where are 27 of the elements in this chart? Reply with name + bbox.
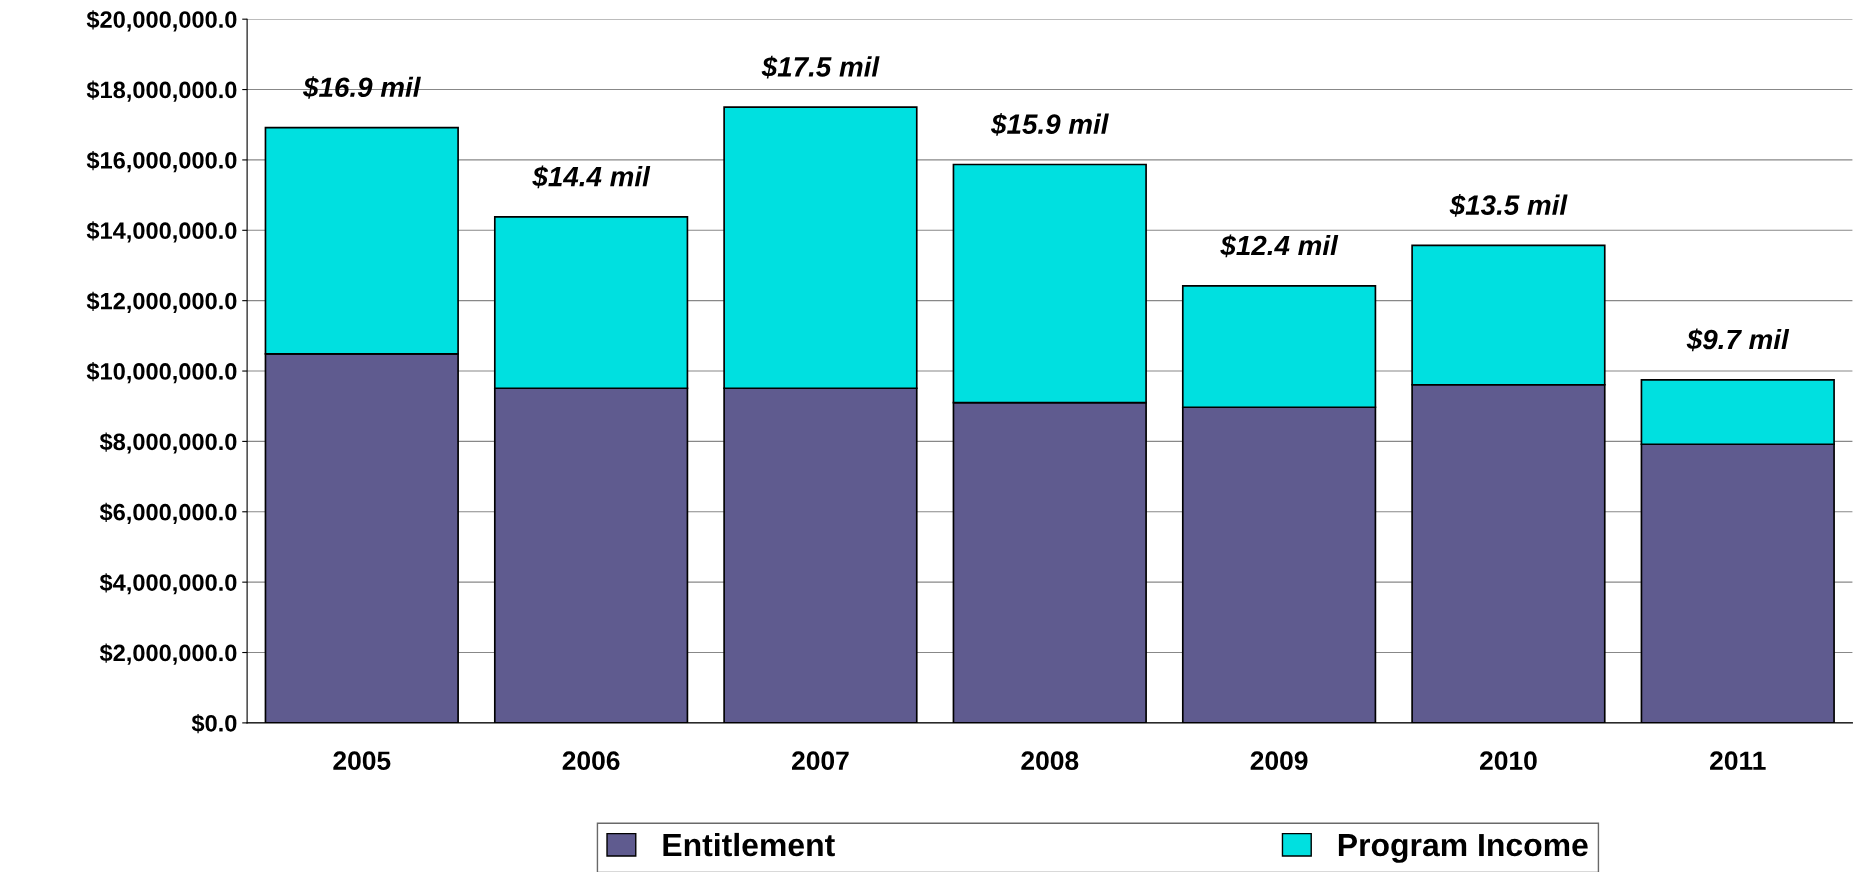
x-tick-label: 2007 [792, 751, 849, 771]
x-tick-label: 2010 [1480, 751, 1537, 771]
annotation: $12.4 mil [1220, 234, 1339, 258]
x-tick-label: 2008 [1021, 751, 1079, 771]
y-tick-label: $4,000,000.0 [99, 573, 237, 595]
annotation: $13.5 mil [1449, 194, 1568, 217]
x-tick-label: 2011 [1710, 751, 1766, 771]
y-tick-label: $16,000,000.0 [86, 150, 237, 173]
legend-label: Program Income [1338, 834, 1588, 863]
y-tick-label: $18,000,000.0 [86, 80, 237, 102]
y-tick-label: $14,000,000.0 [86, 221, 237, 243]
annotation: $17.5 mil [761, 55, 880, 79]
y-tick-label: $10,000,000.0 [86, 362, 237, 384]
y-tick-label: $2,000,000.0 [99, 643, 237, 665]
annotation: $9.7 mil [1686, 328, 1790, 352]
y-tick-label: $12,000,000.0 [86, 291, 237, 313]
legend-label: Entitlement [663, 832, 835, 857]
y-tick-label: $6,000,000.0 [99, 502, 237, 524]
x-tick-label: 2006 [562, 751, 620, 771]
annotation: $16.9 mil [302, 76, 421, 99]
y-tick-label: $20,000,000.0 [86, 10, 237, 32]
y-tick-label: $0.0 [191, 713, 237, 734]
y-tick-label: $8,000,000.0 [99, 432, 237, 454]
annotation: $14.4 mil [532, 165, 651, 189]
x-tick-label: 2009 [1250, 751, 1308, 771]
x-tick-label: 2005 [333, 751, 391, 771]
annotation: $15.9 mil [990, 113, 1109, 136]
